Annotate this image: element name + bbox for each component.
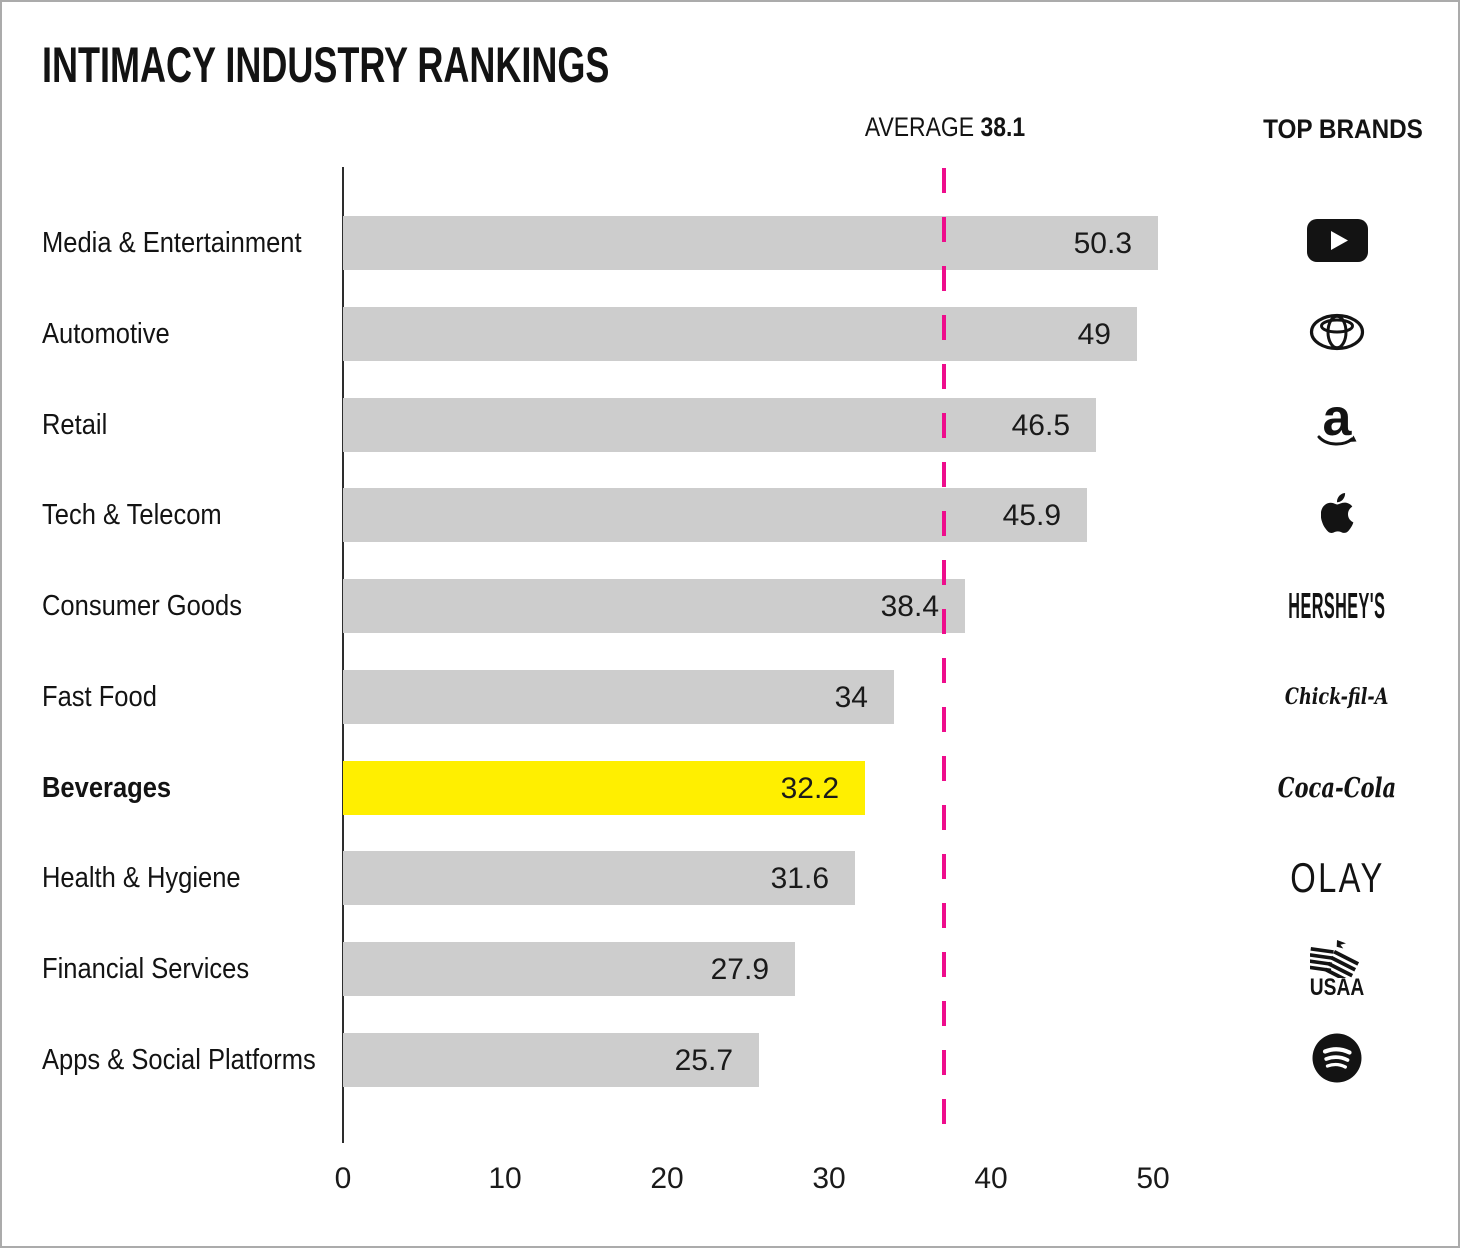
amazon-letter-a: a (1322, 389, 1352, 447)
industry-row-financial-services: Financial Services 27.9 (2, 940, 1458, 1001)
industry-row-tech-telecom: Tech & Telecom 45.9 (2, 488, 1458, 542)
category-label: Media & Entertainment (42, 227, 302, 259)
industry-row-health-hygiene: Health & Hygiene 31.6 OLAY (2, 851, 1458, 905)
bar-value-label: 34 (834, 681, 868, 714)
bar-apps-social: 25.7 (343, 1033, 759, 1087)
bar-value-label: 45.9 (1002, 499, 1061, 532)
category-label: Beverages (42, 772, 172, 804)
cocacola-logo: Coca-Cola (1277, 772, 1397, 804)
bar-value-label: 49 (1077, 318, 1111, 351)
bar-health-hygiene: 31.6 (343, 851, 855, 905)
toyota-logo-icon (1309, 313, 1365, 356)
bar-value-label: 31.6 (770, 862, 829, 895)
spotify-logo-icon (1312, 1033, 1362, 1088)
bar-value-label: 27.9 (710, 953, 769, 986)
category-label: Apps & Social Platforms (42, 1044, 316, 1076)
usaa-eagle-icon (1309, 940, 1360, 978)
amazon-smile-arrow (1317, 435, 1357, 446)
industry-row-beverages: Beverages 32.2 Coca-Cola (2, 761, 1458, 815)
bar-media-entertainment: 50.3 (343, 216, 1158, 270)
x-tick-0: 0 (334, 1162, 352, 1195)
average-word: AVERAGE (864, 112, 975, 142)
industry-row-fast-food: Fast Food 34 Chick-fil-A (2, 670, 1458, 724)
amazon-logo-icon: a (1317, 389, 1357, 449)
bar-value-label: 46.5 (1011, 409, 1070, 442)
category-label: Consumer Goods (42, 590, 243, 622)
usaa-wordmark: USAA (1309, 974, 1365, 1001)
page-title: INTIMACY INDUSTRY RANKINGS (42, 37, 610, 93)
bar-value-label: 32.2 (780, 772, 839, 805)
youtube-logo-icon (1306, 219, 1368, 267)
industry-row-automotive: Automotive 49 (2, 307, 1458, 361)
bar-fast-food: 34 (343, 670, 894, 724)
industry-row-consumer-goods: Consumer Goods 38.4 HERSHEY'S (2, 579, 1458, 633)
bar-financial-services: 27.9 (343, 942, 795, 996)
x-tick-20: 20 (650, 1162, 684, 1195)
olay-logo: OLAY (1289, 854, 1385, 901)
x-tick-10: 10 (488, 1162, 522, 1195)
category-label: Health & Hygiene (42, 862, 241, 894)
bar-tech-telecom: 45.9 (343, 488, 1087, 542)
category-label: Financial Services (42, 953, 250, 985)
y-axis-line (342, 167, 344, 1143)
average-annotation: AVERAGE 38.1 (865, 112, 1025, 143)
x-tick-30: 30 (812, 1162, 846, 1195)
apple-logo-icon (1320, 492, 1354, 538)
industry-row-media-entertainment: Media & Entertainment 50.3 (2, 216, 1458, 270)
usaa-logo: USAA (1303, 940, 1371, 1001)
top-brands-heading: TOP BRANDS (1263, 114, 1423, 144)
category-label: Automotive (42, 318, 170, 350)
average-dashed-line (942, 168, 946, 1143)
category-label: Retail (42, 409, 108, 441)
industry-row-retail: Retail 46.5 a (2, 389, 1458, 452)
bar-value-label: 25.7 (674, 1044, 733, 1077)
hersheys-logo: HERSHEY'S (1288, 585, 1386, 626)
category-label: Tech & Telecom (42, 499, 222, 531)
bar-value-label: 50.3 (1073, 227, 1132, 260)
chickfila-logo: Chick-fil-A (1285, 684, 1389, 710)
bar-value-label: 38.4 (880, 590, 939, 623)
bar-beverages-highlighted: 32.2 (343, 761, 865, 815)
bar-automotive: 49 (343, 307, 1137, 361)
bar-consumer-goods: 38.4 (343, 579, 965, 633)
x-tick-40: 40 (974, 1162, 1008, 1195)
category-label: Fast Food (42, 681, 157, 713)
x-tick-50: 50 (1136, 1162, 1170, 1195)
average-value: 38.1 (980, 112, 1026, 142)
industry-row-apps-social: Apps & Social Platforms 25.7 (2, 1033, 1458, 1087)
bar-retail: 46.5 (343, 398, 1096, 452)
